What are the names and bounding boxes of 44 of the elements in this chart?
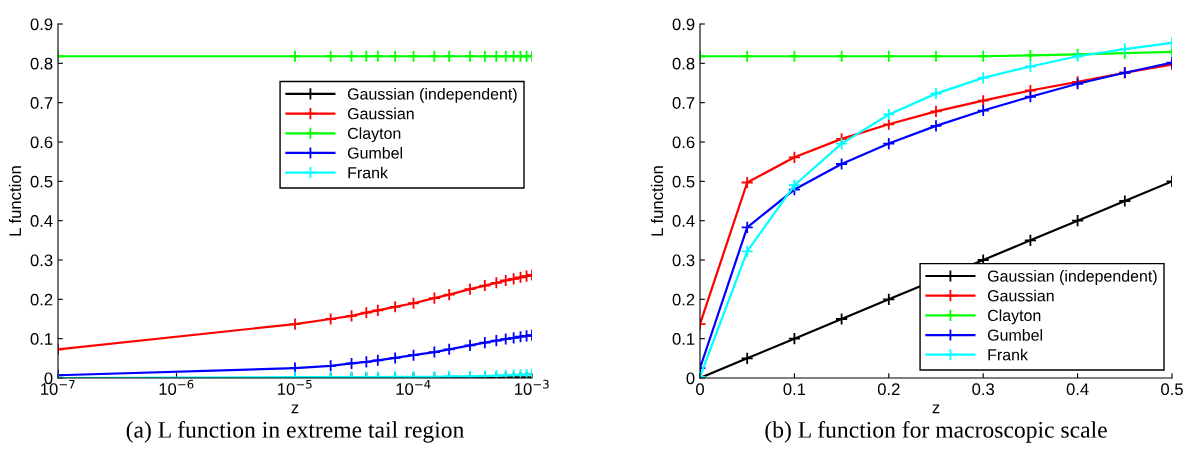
y-tick-label: 0.5	[672, 175, 695, 188]
text: (b) L function for macroscopic scale	[765, 421, 1107, 443]
x-tick-label: 10$^{−4}$	[396, 379, 431, 395]
y-axis-title: L function	[8, 166, 22, 236]
y-tick-label: 0.9	[30, 18, 53, 31]
x-tick-label: 0.4	[1066, 383, 1089, 396]
y-tick-label: 0.1	[672, 333, 695, 345]
y-tick-label: 0.6	[30, 136, 53, 149]
y-tick-label: 0.2	[672, 293, 695, 306]
x-axis-title: z	[932, 404, 940, 414]
x-tick-label: 10$^{−6}$	[159, 379, 194, 395]
legend-label: Gaussian (independent)	[347, 87, 517, 103]
y-tick-label: 0.9	[672, 18, 695, 31]
y-tick-label: 0.2	[30, 293, 53, 306]
legend-label: Gaussian (independent)	[987, 270, 1157, 285]
x-tick-label: 0.1	[783, 383, 806, 396]
x-axis-title: z	[291, 404, 299, 414]
y-tick-label: 0.4	[672, 215, 695, 227]
y-tick-label: 0.7	[30, 97, 53, 109]
y-axis-title: L function	[650, 166, 664, 236]
legend-label: Gaussian	[987, 289, 1054, 302]
y-tick-label: 0.6	[672, 136, 695, 149]
legend-label: Frank	[988, 348, 1028, 361]
x-tick-label: 0	[696, 383, 704, 396]
text: (a) L function in extreme tail region	[126, 421, 464, 443]
y-tick-label: 0.3	[30, 254, 53, 267]
y-tick-label: 0.4	[30, 215, 53, 227]
y-tick-label: 0.5	[30, 175, 53, 188]
y-tick-label: 0.8	[672, 57, 695, 70]
y-tick-label: 0.8	[30, 57, 53, 70]
x-tick-label: 0.5	[1161, 383, 1183, 396]
y-tick-label: 0.7	[672, 97, 695, 109]
legend-label: Gumbel	[987, 329, 1043, 341]
x-tick-label: 0.2	[877, 383, 900, 396]
y-tick-label: 0.3	[672, 254, 695, 267]
x-tick-label: 10$^{−3}$	[515, 379, 549, 395]
legend-label: Gaussian	[347, 107, 414, 120]
legend-label: Frank	[348, 166, 388, 179]
legend-label: Gumbel	[347, 146, 403, 159]
x-tick-label: 0.3	[972, 383, 995, 396]
legend-label: Clayton	[347, 127, 401, 143]
y-tick-label: 0.1	[30, 333, 53, 345]
legend-label: Clayton	[987, 309, 1041, 325]
x-tick-label: 10$^{−5}$	[278, 379, 312, 395]
